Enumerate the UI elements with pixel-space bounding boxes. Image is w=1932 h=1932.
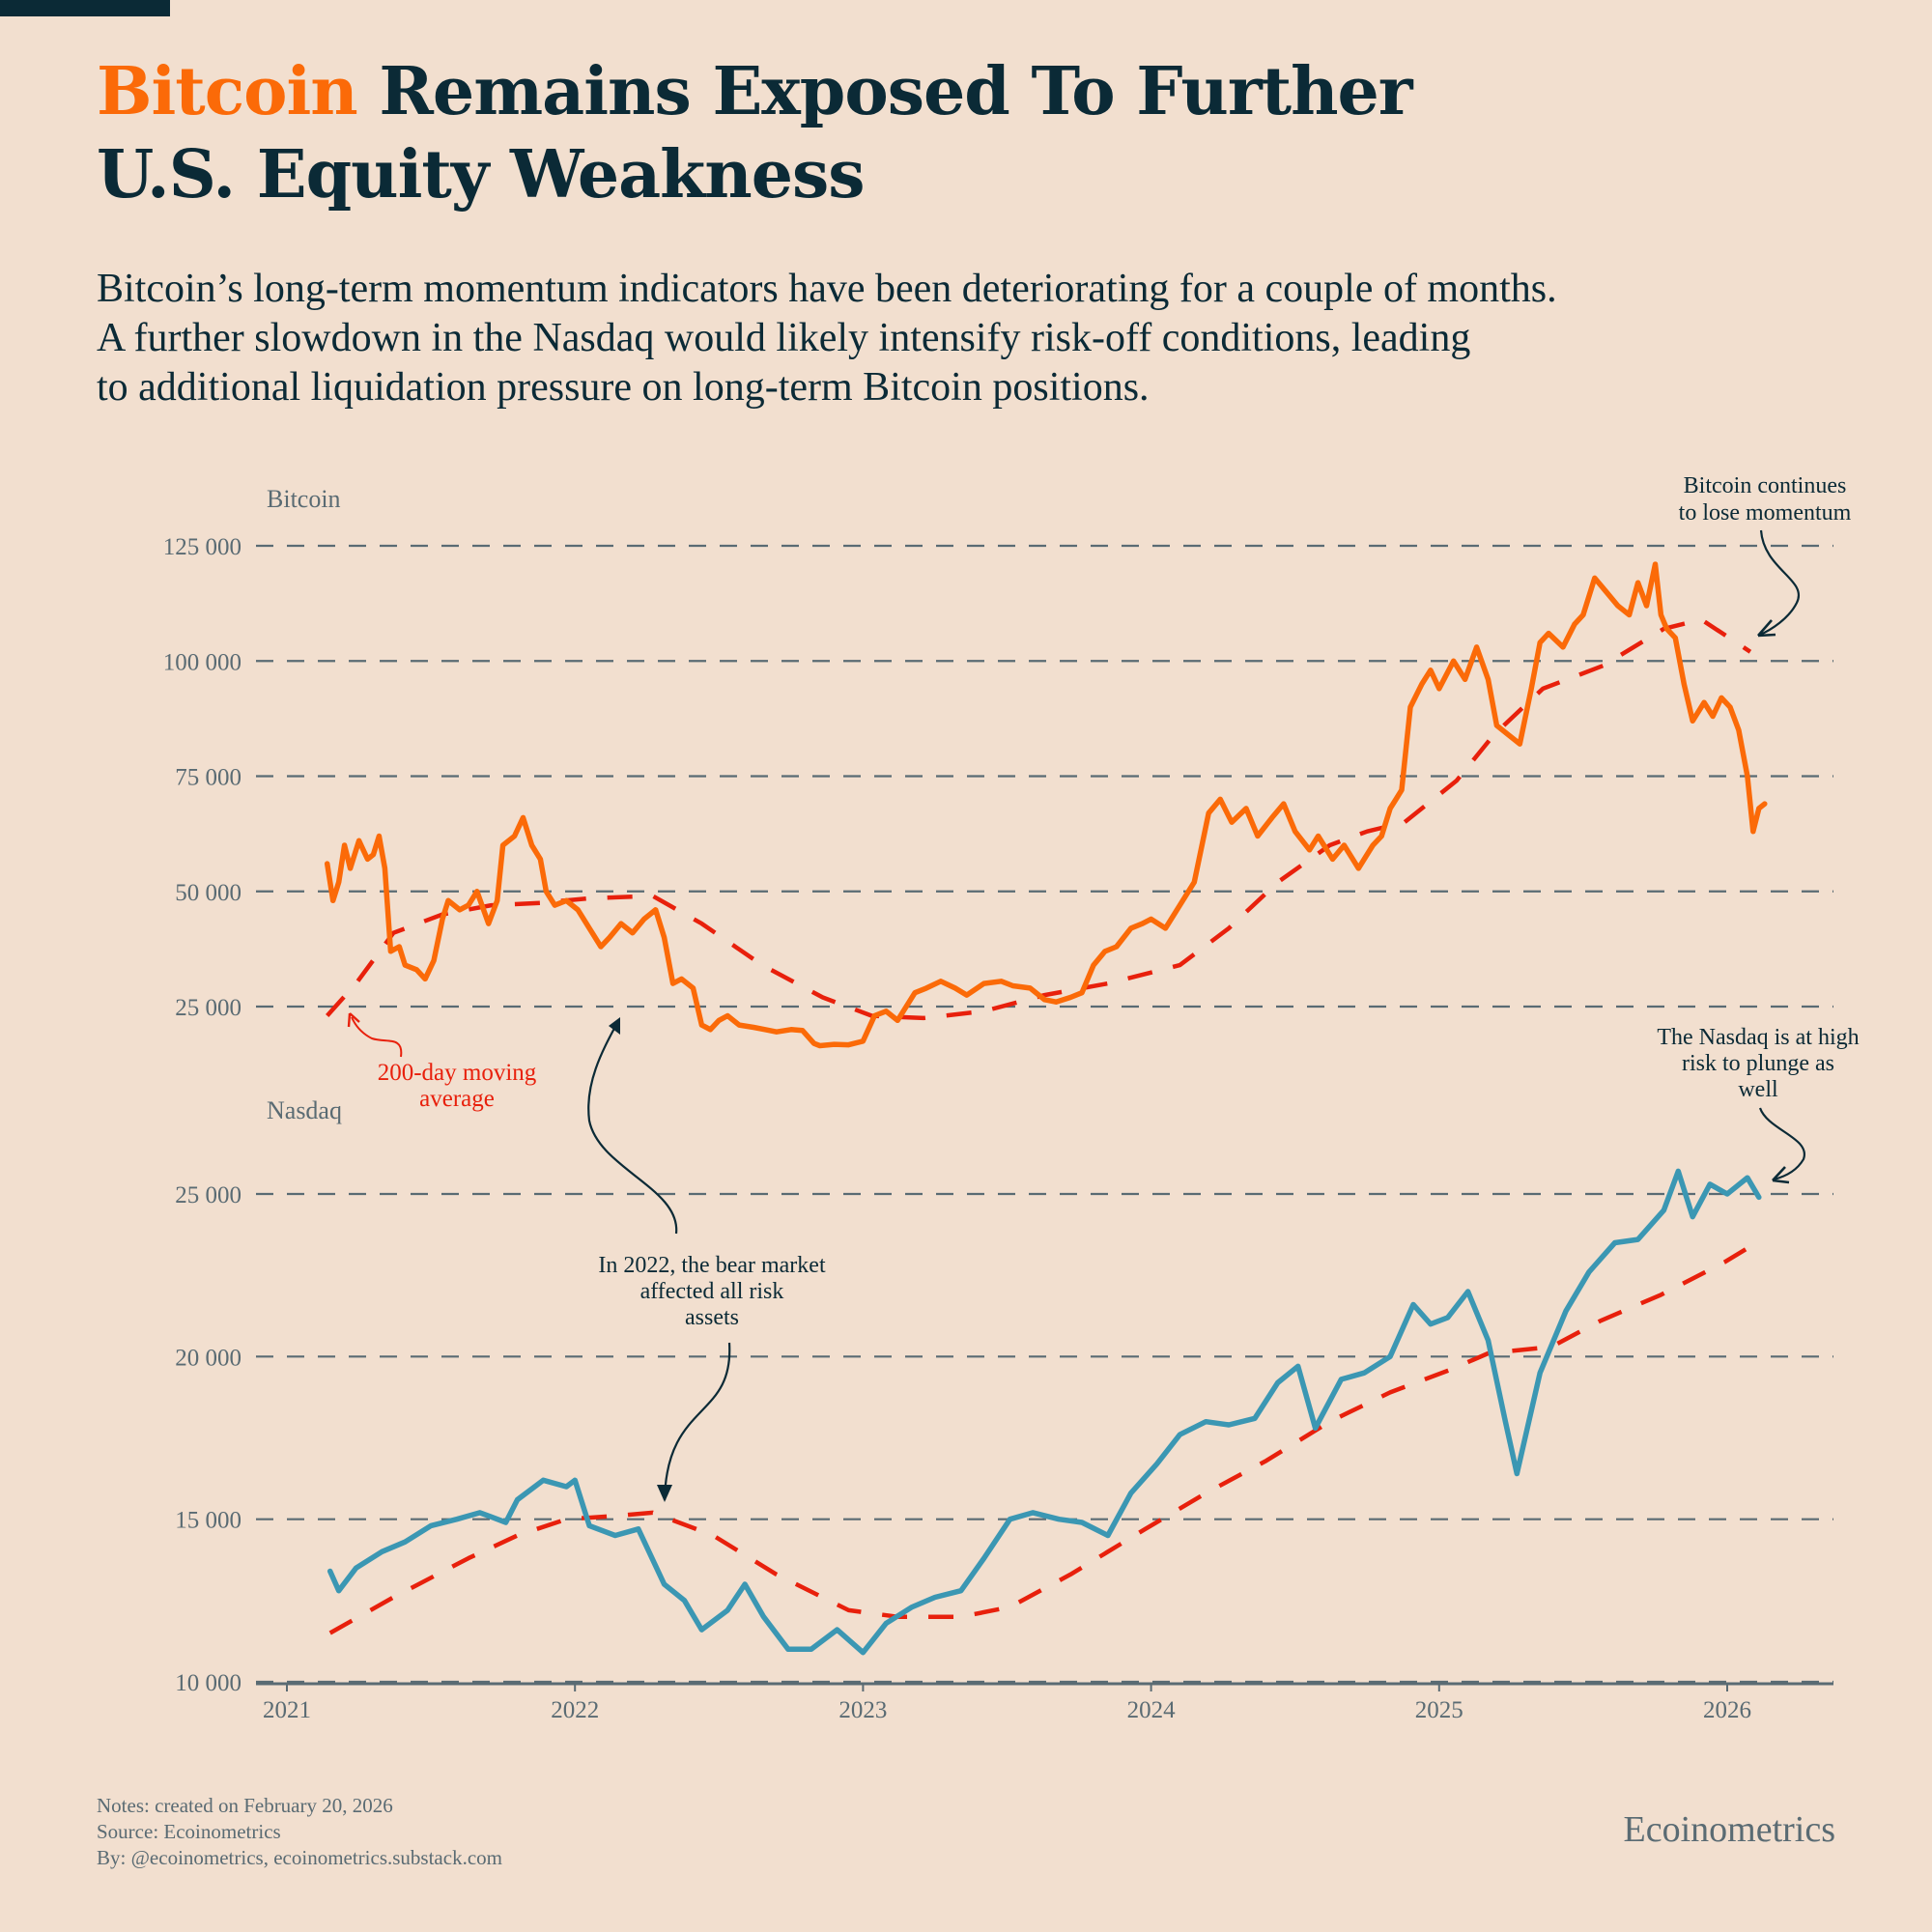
brand-logo: Ecoinometrics <box>1623 1809 1835 1850</box>
annotation-arrow <box>1758 1107 1805 1181</box>
bitcoin-series <box>324 561 1768 1049</box>
x-tick-label: 2022 <box>551 1697 599 1723</box>
bitcoin-y-tick-label: 75 000 <box>175 765 242 791</box>
nasdaq-y-tick-label: 20 000 <box>175 1345 242 1371</box>
bitcoin-gridlines <box>256 544 1833 1009</box>
subtitle-line: to additional liquidation pressure on lo… <box>97 365 1150 410</box>
x-tick-label: 2026 <box>1703 1697 1751 1723</box>
bitcoin-moving-average <box>326 617 1752 1021</box>
footer-by: By: @ecoinometrics, ecoinometrics.substa… <box>97 1846 502 1869</box>
annotation-text: affected all risk <box>640 1279 784 1304</box>
nasdaq-ma-line <box>328 1237 1763 1635</box>
arrowhead-icon <box>347 1012 360 1028</box>
nasdaq-y-tick-label: 10 000 <box>175 1670 242 1696</box>
footer-notes-line: Notes: created on February 20, 2026 <box>97 1794 393 1817</box>
annotation-arrow <box>663 1342 731 1501</box>
page-title: Bitcoin Remains Exposed To Further U.S. … <box>97 50 1413 216</box>
x-axis: 2021 2022 2023 2024 2025 2026 <box>256 1682 1833 1723</box>
annotation-arrow <box>351 1016 403 1058</box>
x-tick-label: 2023 <box>838 1697 887 1723</box>
annotation-2022-bear-market: In 2022, the bear market affected all ri… <box>587 1017 826 1502</box>
nasdaq-gridlines <box>256 1192 1833 1684</box>
annotation-text: well <box>1738 1077 1778 1102</box>
bitcoin-y-tick-label: 125 000 <box>163 534 242 560</box>
arrowhead-icon <box>1757 619 1776 638</box>
annotation-arrow <box>1757 529 1801 638</box>
annotation-text: 200-day moving <box>378 1060 537 1086</box>
footer-notes: Notes: created on February 20, 2026 Sour… <box>97 1793 502 1871</box>
x-tick-label: 2021 <box>263 1697 311 1723</box>
title-rest: Remains Exposed To Further <box>356 53 1412 130</box>
annotation-text: The Nasdaq is at high <box>1657 1025 1859 1050</box>
title-line-2: U.S. Equity Weakness <box>97 136 866 213</box>
bitcoin-ma-line <box>326 617 1752 1021</box>
annotation-text: to lose momentum <box>1679 500 1852 526</box>
bitcoin-y-tick-label: 100 000 <box>163 649 242 675</box>
arrowhead-icon <box>657 1485 672 1502</box>
annotation-text: assets <box>685 1305 739 1330</box>
nasdaq-panel-label: Nasdaq <box>267 1096 342 1124</box>
nasdaq-line <box>327 1168 1762 1656</box>
annotation-text: average <box>419 1086 495 1112</box>
annotation-text: In 2022, the bear market <box>598 1253 826 1278</box>
title-accent: Bitcoin <box>97 53 358 130</box>
subtitle: Bitcoin’s long-term momentum indicators … <box>97 265 1557 412</box>
footer-source: Source: Ecoinometrics <box>97 1820 281 1843</box>
subtitle-line: A further slowdown in the Nasdaq would l… <box>97 316 1471 360</box>
annotation-text: risk to plunge as <box>1682 1051 1834 1076</box>
nasdaq-moving-average <box>328 1237 1763 1635</box>
annotation-bitcoin-momentum: Bitcoin continues to lose momentum <box>1679 473 1852 638</box>
nasdaq-series <box>327 1168 1762 1656</box>
bitcoin-line <box>324 561 1768 1049</box>
annotation-moving-average: 200-day moving average <box>347 1012 537 1112</box>
x-tick-label: 2024 <box>1127 1697 1177 1723</box>
bitcoin-panel-label: Bitcoin <box>267 485 341 513</box>
annotation-text: Bitcoin continues <box>1684 473 1847 498</box>
bitcoin-y-tick-labels: 25 000 50 000 75 000 100 000 125 000 <box>163 534 242 1021</box>
annotation-arrow <box>587 1020 678 1235</box>
arrowhead-icon <box>609 1017 620 1035</box>
bitcoin-y-tick-label: 25 000 <box>175 995 242 1021</box>
subtitle-line: Bitcoin’s long-term momentum indicators … <box>97 267 1557 311</box>
top-accent-bar <box>0 0 170 16</box>
arrowhead-icon <box>1772 1166 1790 1184</box>
annotation-nasdaq-risk: The Nasdaq is at high risk to plunge as … <box>1657 1025 1860 1184</box>
bitcoin-y-tick-label: 50 000 <box>175 880 242 906</box>
nasdaq-y-tick-label: 15 000 <box>175 1508 242 1534</box>
x-tick-label: 2025 <box>1415 1697 1463 1723</box>
nasdaq-y-tick-labels: 10 000 15 000 20 000 25 000 <box>175 1182 242 1696</box>
nasdaq-y-tick-label: 25 000 <box>175 1182 242 1208</box>
